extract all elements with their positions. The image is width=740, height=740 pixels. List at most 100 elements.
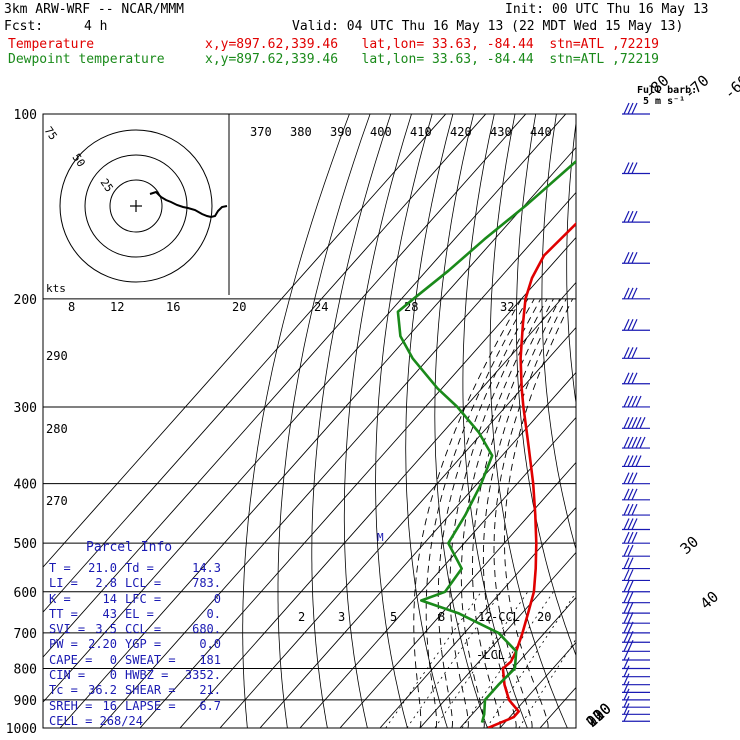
isotherm-lines [43, 114, 576, 728]
theta-label: 420 [450, 125, 472, 139]
wind-barb [622, 287, 650, 300]
pressure-label: 100 [14, 108, 37, 123]
wind-barb-flag [627, 557, 634, 569]
wind-barb-flag [631, 436, 638, 449]
wind-barb-flag [631, 488, 638, 501]
marker-annotation: M [377, 531, 384, 544]
wind-barb-flag [627, 318, 634, 331]
wind-barb-flag [627, 251, 634, 264]
wind-barb-flag [635, 436, 642, 449]
wind-barb [622, 531, 650, 544]
wind-barb-flag [627, 591, 634, 603]
pressure-label: 900 [14, 694, 37, 709]
parcel-row: T = 21.0 Td = 14.3 [49, 561, 227, 576]
wind-barb-flag [623, 472, 630, 484]
mixing-ratio-lines [385, 591, 576, 728]
wind-barb-flag [623, 710, 630, 722]
wind-barb-flag [631, 287, 638, 300]
dry-adiabat [515, 114, 576, 657]
isotherm [43, 114, 527, 658]
isotherm [139, 236, 576, 728]
dry-adiabat [566, 119, 576, 406]
mixing-ratio-label: 20 [537, 610, 551, 624]
mixing-ratio-label: 8 [68, 300, 75, 314]
parcel-row: K = 14 LFC = 0 [49, 592, 227, 607]
pressure-label: 700 [14, 627, 37, 642]
hodograph-ring [84, 154, 188, 258]
hodograph-ring-label: 75 [42, 124, 60, 142]
parcel-value: 43 [102, 606, 117, 621]
wind-barb-flag [623, 580, 630, 593]
wind-barb-flag [627, 544, 634, 557]
wind-barb-flag [623, 648, 630, 661]
pressure-label: 1000 [6, 722, 37, 737]
wind-barb-flag [623, 688, 630, 701]
ccl-annotation: -CCL [491, 610, 520, 624]
parcel-cell-value: CELL = 268/24 [49, 714, 143, 728]
isotherm-label: 40 [697, 588, 722, 613]
wind-barb-flag [623, 488, 630, 501]
hodograph-ring [109, 179, 163, 233]
wind-barb-flag [635, 455, 642, 467]
moist-adiabat [493, 298, 567, 728]
dry-adiabats [242, 114, 740, 728]
parcel-value: 2.8 [95, 576, 117, 591]
wind-barbs [622, 102, 650, 722]
wind-barb-flag [623, 531, 630, 544]
dry-adiabat [311, 114, 392, 728]
temperature-label: Temperature [8, 37, 95, 52]
isotherm-label: 30 [677, 533, 702, 558]
wind-barb [622, 488, 650, 501]
wind-barb-flag [623, 673, 630, 685]
isotherm [379, 506, 576, 728]
moist-adiabat [413, 298, 522, 728]
wind-barb-flag [631, 162, 638, 174]
wind-barb [622, 372, 650, 385]
parcel-label: HWBZ = [125, 668, 169, 683]
lcl-annotation: -LCL [476, 648, 505, 662]
wind-barb [622, 557, 650, 570]
wind-barb-flag [623, 611, 630, 624]
wind-barb [622, 472, 650, 485]
wind-barb-flag [627, 569, 634, 581]
moist-adiabat [437, 298, 535, 728]
dry-adiabat [637, 114, 740, 728]
wind-barb-flag [627, 372, 634, 384]
parcel-label: SWEAT = [125, 652, 176, 667]
wind-barb-flag [623, 503, 630, 516]
parcel-info-rows: T = 21.0 Td = 14.3 LI = 2.8 LCL = 783. K = 14 LFC … [49, 561, 227, 714]
parcel-label: T = [49, 561, 71, 575]
mixing-ratio-label: 12 [110, 300, 124, 314]
pressure-labels: 100 200 300 400 500 600 700 800 900 1000 [6, 108, 37, 737]
moist-adiabat [449, 298, 542, 728]
parcel-info-title: Parcel Info [86, 540, 173, 555]
isotherm [299, 416, 576, 728]
wind-barb-flag [623, 665, 630, 677]
dry-adiabat [591, 114, 728, 728]
wind-barb-flag [631, 531, 638, 544]
wind-legend-value: 5 m s⁻¹ [643, 96, 685, 107]
parcel-row: CIN = 0 HWBZ = 3352. [49, 668, 227, 683]
theta-label: 410 [410, 125, 432, 139]
mixing-ratio-label: 8 [438, 610, 445, 624]
wind-barb-flag [627, 611, 634, 624]
dewpoint-location-info: x,y=897.62,339.46 lat,lon= 33.63, -84.44… [205, 52, 659, 67]
parcel-row: Tc = 36.2 SHEAR = 21. [49, 683, 227, 698]
dry-adiabat [242, 114, 350, 728]
wind-barb-flag [623, 436, 630, 449]
wind-barb [622, 102, 650, 115]
parcel-label: K = [49, 591, 71, 606]
wind-barb [622, 518, 650, 531]
pressure-label: 400 [14, 478, 37, 493]
wind-barb [622, 681, 650, 693]
wind-barb-flag [635, 395, 642, 408]
wind-barb [622, 544, 650, 557]
sounding-annotations: -CCL -LCL M [377, 531, 520, 662]
isotherm [339, 461, 576, 728]
parcel-label: TT = [49, 606, 78, 621]
wind-barb-flag [627, 580, 634, 593]
parcel-label: CCL = [125, 622, 162, 637]
dry-adiabat [680, 114, 740, 728]
parcel-row: TT = 43 EL = 0. [49, 607, 227, 622]
wind-barb [622, 710, 650, 722]
